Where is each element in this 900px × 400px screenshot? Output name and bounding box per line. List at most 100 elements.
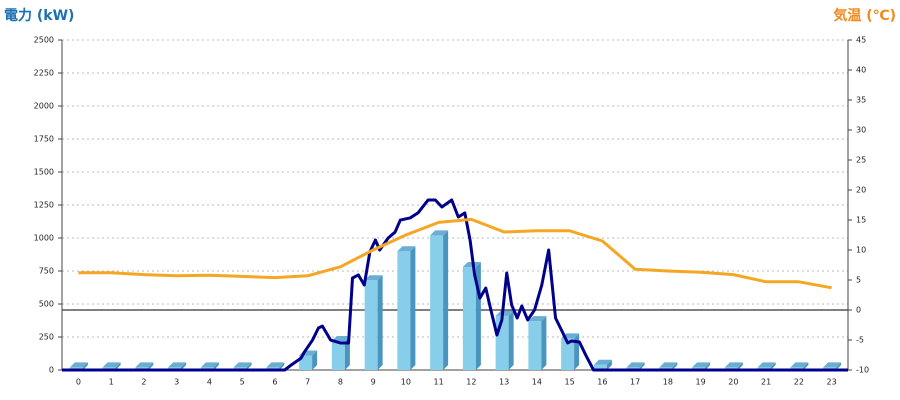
bar-face	[246, 362, 252, 370]
y-tick-label: 250	[39, 333, 54, 342]
x-tick-label: 16	[597, 378, 607, 387]
bar-face	[266, 362, 285, 368]
bar	[397, 246, 416, 370]
x-tick-label: 5	[240, 378, 245, 387]
x-tick-label: 4	[207, 378, 212, 387]
bar-face	[692, 362, 711, 368]
x-tick-label: 12	[466, 378, 476, 387]
bar-face	[823, 362, 842, 368]
x-tick-label: 15	[565, 378, 575, 387]
bar-face	[790, 362, 809, 368]
bar-face	[574, 333, 580, 370]
y2-tick-label: 0	[856, 306, 861, 315]
bar	[495, 310, 514, 370]
bar-face	[606, 359, 612, 370]
y-tick-label: 0	[49, 366, 54, 375]
bar	[364, 275, 383, 370]
y-tick-label: 500	[39, 300, 54, 309]
bar-face	[410, 246, 416, 370]
bar-face	[181, 362, 187, 370]
bar-face	[626, 362, 645, 368]
bar-face	[331, 335, 350, 341]
bar-face	[495, 315, 509, 370]
bar-face	[430, 235, 444, 370]
bar-face	[312, 350, 318, 370]
bar-face	[528, 321, 542, 370]
bar	[561, 333, 580, 370]
y2-tick-label: -10	[856, 366, 869, 375]
bar-face	[672, 362, 678, 370]
x-tick-label: 8	[338, 378, 343, 387]
x-tick-label: 19	[696, 378, 706, 387]
x-tick-label: 14	[532, 378, 542, 387]
y2-tick-label: 5	[856, 276, 861, 285]
y-tick-label: 1500	[34, 168, 54, 177]
y-tick-label: 750	[39, 267, 54, 276]
y-tick-label: 2000	[34, 102, 54, 111]
bar-face	[168, 362, 187, 368]
bar-face	[462, 267, 476, 370]
y2-tick-label: 35	[856, 96, 866, 105]
bar-face	[593, 359, 612, 365]
x-tick-label: 20	[728, 378, 738, 387]
bar	[430, 230, 449, 370]
bar-face	[82, 362, 88, 370]
bar-face	[135, 362, 154, 368]
bar-face	[430, 230, 449, 236]
y2-tick-label: 40	[856, 66, 866, 75]
bar-face	[279, 362, 285, 370]
bar-face	[377, 275, 383, 370]
bar-face	[561, 338, 575, 370]
x-tick-label: 22	[794, 378, 804, 387]
y-axis-title: 電力 (kW)	[4, 7, 74, 24]
x-tick-label: 7	[305, 378, 310, 387]
x-tick-label: 11	[434, 378, 444, 387]
bar-face	[757, 362, 776, 368]
line	[78, 217, 832, 290]
y2-tick-label: 30	[856, 126, 866, 135]
bar	[299, 350, 318, 370]
bar-face	[200, 362, 219, 368]
y2-tick-label: 45	[856, 36, 866, 45]
x-tick-label: 3	[174, 378, 179, 387]
y2-tick-label: 10	[856, 246, 866, 255]
bar-face	[213, 362, 219, 370]
x-tick-label: 21	[761, 378, 771, 387]
x-tick-label: 10	[401, 378, 411, 387]
bar-face	[299, 355, 313, 370]
bar-face	[344, 335, 350, 370]
y2-tick-label: 25	[856, 156, 866, 165]
x-tick-label: 9	[371, 378, 376, 387]
line	[62, 198, 848, 372]
bar-face	[528, 316, 547, 322]
x-tick-label: 18	[663, 378, 673, 387]
bar	[462, 262, 481, 370]
bar-face	[639, 362, 645, 370]
y2-tick-label: 15	[856, 216, 866, 225]
bar-face	[737, 362, 743, 370]
y-tick-label: 2250	[34, 69, 54, 78]
bar	[528, 316, 547, 370]
bar-face	[724, 362, 743, 368]
y2-tick-label: -5	[856, 336, 864, 345]
bar-face	[364, 275, 383, 281]
bar	[331, 335, 350, 370]
bar-face	[102, 362, 121, 368]
bar-face	[508, 310, 514, 370]
bar-face	[115, 362, 121, 370]
x-tick-label: 0	[76, 378, 81, 387]
x-tick-label: 17	[630, 378, 640, 387]
y2-axis-title: 気温 (℃)	[833, 7, 896, 24]
bar-face	[331, 340, 345, 370]
x-tick-label: 2	[141, 378, 146, 387]
bar-face	[593, 364, 607, 370]
bar-face	[541, 316, 547, 370]
bar-face	[397, 246, 416, 252]
y-tick-label: 1000	[34, 234, 54, 243]
bar-face	[364, 280, 378, 370]
y-tick-label: 1250	[34, 201, 54, 210]
bar-face	[836, 362, 842, 370]
y2-tick-label: 20	[856, 186, 866, 195]
bar-face	[233, 362, 252, 368]
bar-face	[705, 362, 711, 370]
